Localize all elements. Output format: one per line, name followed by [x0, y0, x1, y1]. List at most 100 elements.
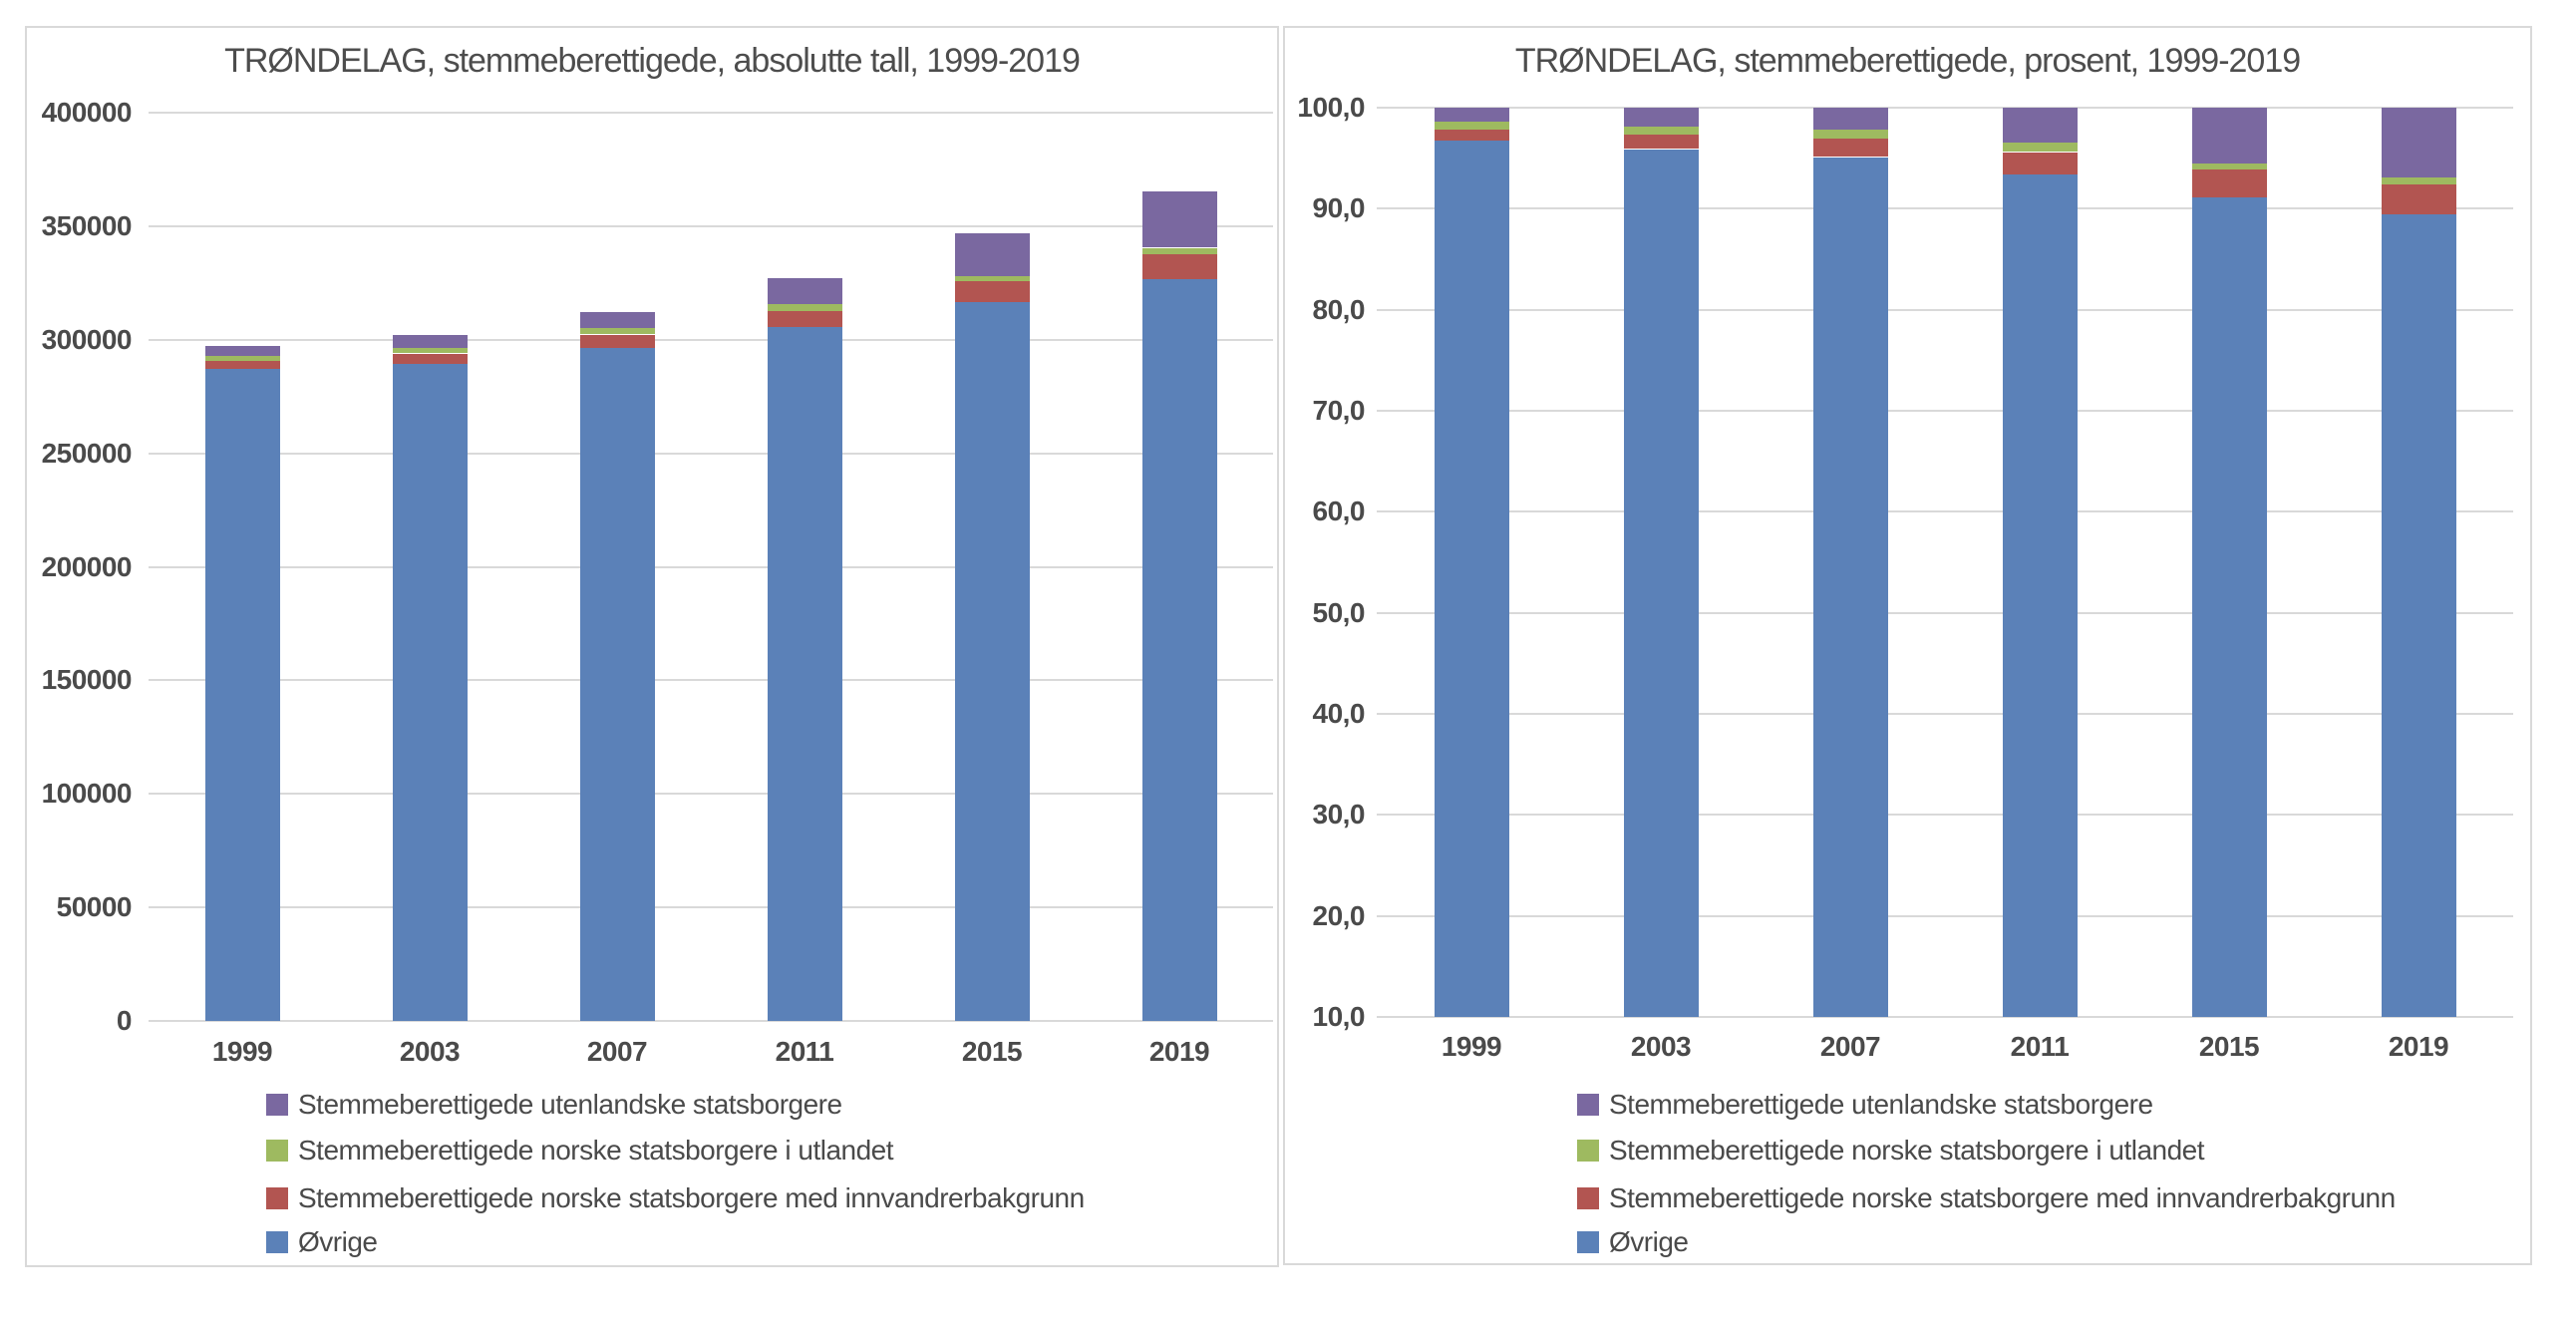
legend-swatch-icon [266, 1094, 288, 1116]
bar-segment [1435, 130, 1509, 141]
x-axis-label: 2019 [2388, 1031, 2449, 1062]
gridline [149, 112, 1273, 114]
y-axis-tick-label: 90,0 [1312, 192, 1366, 223]
legend-item: Stemmeberettigede norske statsborgere i … [1577, 1136, 2434, 1166]
gridline [1377, 410, 2513, 412]
y-axis-tick-label: 20,0 [1312, 900, 1366, 931]
legend-label: Stemmeberettigede norske statsborgere i … [1609, 1135, 2205, 1166]
legend-swatch-icon [266, 1231, 288, 1253]
chart-title-percent: TRØNDELAG, stemmeberettigede, prosent, 1… [1514, 42, 2301, 80]
bar-segment [1142, 279, 1217, 1021]
bar-segment [768, 304, 842, 311]
bar-segment [1142, 191, 1217, 247]
bar-segment [580, 328, 655, 334]
bar-segment [2003, 174, 2078, 1017]
bar-segment [955, 280, 1030, 302]
legend-label: Øvrige [1609, 1226, 1689, 1257]
gridline [1377, 814, 2513, 816]
x-axis-label: 2003 [1630, 1031, 1692, 1062]
gridline [1377, 309, 2513, 311]
bar-segment [393, 363, 468, 1021]
legend-item: Stemmeberettigede utenlandske statsborge… [266, 1090, 1124, 1120]
legend-swatch-icon [266, 1187, 288, 1209]
gridline [149, 339, 1273, 341]
chart-title-absolute: TRØNDELAG, stemmeberettigede, absolutte … [224, 42, 1081, 80]
y-axis-tick-label: 50,0 [1312, 597, 1366, 628]
bar-segment [2382, 184, 2456, 214]
bar-segment [2003, 143, 2078, 152]
x-axis-label: 2015 [961, 1036, 1023, 1067]
gridline [149, 566, 1273, 568]
gridline [1377, 207, 2513, 209]
bar-segment [2003, 153, 2078, 174]
gridline [1377, 1016, 2513, 1018]
y-axis-tick-label: 40,0 [1312, 698, 1366, 729]
bar-segment [1624, 127, 1699, 135]
y-axis-tick-label: 10,0 [1312, 1001, 1366, 1032]
legend-label: Stemmeberettigede norske statsborgere i … [298, 1135, 894, 1166]
y-axis-tick-label: 400000 [41, 97, 133, 128]
legend-item: Øvrige [1577, 1227, 2434, 1257]
bar-segment [580, 335, 655, 348]
legend-swatch-icon [1577, 1187, 1599, 1209]
bar-segment [580, 347, 655, 1021]
x-axis-label: 2011 [775, 1036, 834, 1067]
bar-segment [2382, 214, 2456, 1017]
bar-segment [1142, 254, 1217, 279]
gridline [149, 1020, 1273, 1022]
gridline [1377, 915, 2513, 917]
gridline [149, 679, 1273, 681]
bar-segment [205, 369, 280, 1021]
legend-swatch-icon [1577, 1231, 1599, 1253]
gridline [1377, 713, 2513, 715]
y-axis-tick-label: 100000 [41, 778, 133, 809]
legend-label: Stemmeberettigede norske statsborgere me… [1609, 1182, 2396, 1213]
bar-segment [1813, 139, 1888, 157]
gridline [149, 453, 1273, 455]
bar-segment [955, 233, 1030, 276]
bar-segment [1813, 158, 1888, 1017]
y-axis-tick-label: 60,0 [1312, 496, 1366, 526]
bar-segment [768, 278, 842, 304]
gridline [149, 906, 1273, 908]
bar-segment [2192, 169, 2267, 197]
x-axis-label: 1999 [1441, 1031, 1502, 1062]
bar-segment [205, 346, 280, 356]
x-axis-label: 1999 [211, 1036, 273, 1067]
bar-segment [1813, 130, 1888, 139]
bar-segment [1624, 150, 1699, 1017]
y-axis-tick-label: 100,0 [1297, 92, 1365, 123]
y-axis-tick-label: 250000 [41, 438, 133, 469]
bar-segment [955, 302, 1030, 1021]
y-axis-tick-label: 150000 [41, 664, 133, 695]
legend-swatch-icon [1577, 1094, 1599, 1116]
gridline [149, 793, 1273, 795]
legend-label: Stemmeberettigede utenlandske statsborge… [298, 1089, 842, 1120]
bar-segment [2192, 197, 2267, 1017]
y-axis-tick-label: 350000 [41, 210, 133, 241]
bar-segment [2192, 164, 2267, 169]
legend-swatch-icon [266, 1140, 288, 1162]
y-axis-tick-label: 200000 [41, 551, 133, 582]
legend-label: Øvrige [298, 1226, 378, 1257]
x-axis-label: 2007 [1819, 1031, 1881, 1062]
y-axis-tick-label: 80,0 [1312, 294, 1366, 325]
bar-segment [768, 327, 842, 1021]
y-axis-tick-label: 50000 [56, 891, 133, 922]
chart-panel-absolute: TRØNDELAG, stemmeberettigede, absolutte … [25, 26, 1279, 1267]
gridline [1377, 612, 2513, 614]
legend-swatch-icon [1577, 1140, 1599, 1162]
bar-segment [2382, 177, 2456, 184]
legend-label: Stemmeberettigede utenlandske statsborge… [1609, 1089, 2153, 1120]
gridline [1377, 510, 2513, 512]
bar-segment [2382, 108, 2456, 177]
legend-item: Stemmeberettigede norske statsborgere me… [1577, 1183, 2434, 1213]
bar-segment [1142, 248, 1217, 254]
bar-segment [1624, 108, 1699, 127]
bar-segment [1813, 108, 1888, 130]
x-axis-label: 2019 [1148, 1036, 1210, 1067]
legend-item: Stemmeberettigede norske statsborgere i … [266, 1136, 1124, 1166]
x-axis-label: 2003 [399, 1036, 461, 1067]
x-axis-label: 2007 [586, 1036, 648, 1067]
bar-segment [1435, 122, 1509, 130]
